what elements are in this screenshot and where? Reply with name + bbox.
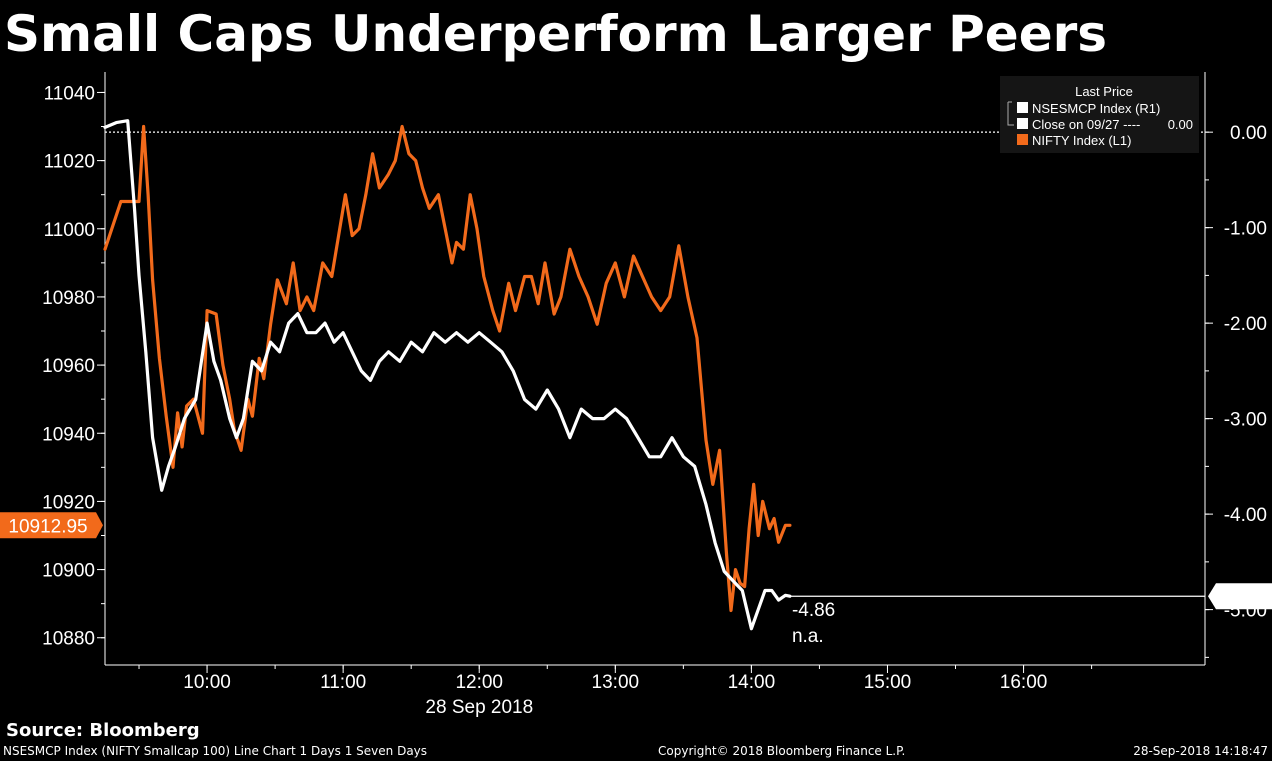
left-tick-label: 11040 [44, 83, 95, 104]
series-layer [103, 119, 1205, 631]
smallcap-last-text: -4.86 [792, 600, 835, 621]
right-tick-label: 0.00 [1230, 123, 1267, 144]
legend-entry-label: NSESMCP Index (R1) [1032, 101, 1160, 116]
left-tick-label: 10960 [42, 356, 95, 377]
smallcap-last-price-label: -4.86 [1222, 587, 1265, 608]
footer-timestamp: 28-Sep-2018 14:18:47 [1133, 744, 1268, 758]
left-tick-label: 10980 [42, 288, 95, 309]
legend-box [1000, 76, 1199, 153]
smallcap-series-line [103, 119, 792, 631]
x-tick-label: 13:00 [592, 672, 640, 693]
x-tick-label: 16:00 [1000, 672, 1048, 693]
x-tick-label: 14:00 [728, 672, 776, 693]
x-tick-label: 10:00 [183, 672, 231, 693]
right-tick-label: -1.00 [1224, 219, 1267, 240]
left-tick-label: 10940 [42, 424, 95, 445]
x-axis-label: 28 Sep 2018 [425, 697, 533, 718]
legend-bracket [1007, 101, 1014, 126]
nifty-last-price-marker [0, 512, 103, 539]
na-text: n.a. [792, 626, 824, 647]
right-tick-label: -3.00 [1224, 410, 1267, 431]
chart-title: Small Caps Underperform Larger Peers [4, 5, 1108, 63]
legend-swatch [1017, 134, 1028, 145]
nifty-last-price-label: 10912.95 [8, 516, 87, 537]
left-tick-label: 11020 [44, 152, 95, 173]
legend-entry-label: Close on 09/27 ---- [1032, 117, 1140, 132]
legend-swatch [1017, 102, 1028, 113]
legend: Last Price NSESMCP Index (R1)Close on 09/… [1000, 76, 1199, 153]
axis-labels: 11040 11020 11000 10980 10960 10940 10920 10900… [0, 83, 1272, 718]
nifty-series-line [103, 124, 792, 613]
smallcap-last-price-marker [1208, 583, 1272, 610]
legend-swatch [1017, 118, 1028, 129]
legend-entry-label: NIFTY Index (L1) [1032, 133, 1131, 148]
left-tick-label: 10920 [42, 492, 95, 513]
x-tick-label: 11:00 [320, 672, 366, 693]
footer-copyright: Copyright© 2018 Bloomberg Finance L.P. [658, 744, 906, 758]
x-tick-label: 12:00 [455, 672, 503, 693]
right-tick-label: -4.00 [1224, 505, 1267, 526]
left-tick-label: 10900 [42, 561, 95, 582]
left-tick-label: 11000 [44, 220, 95, 241]
x-tick-label: 15:00 [864, 672, 912, 693]
left-tick-label: 10880 [42, 629, 95, 650]
axes [97, 72, 1213, 673]
source-note: Source: Bloomberg [6, 720, 200, 741]
legend-title: Last Price [1075, 84, 1133, 99]
right-tick-label: -2.00 [1224, 314, 1267, 335]
legend-entry-value: 0.00 [1168, 117, 1193, 132]
footer-description: NSESMCP Index (NIFTY Smallcap 100) Line … [3, 744, 428, 758]
